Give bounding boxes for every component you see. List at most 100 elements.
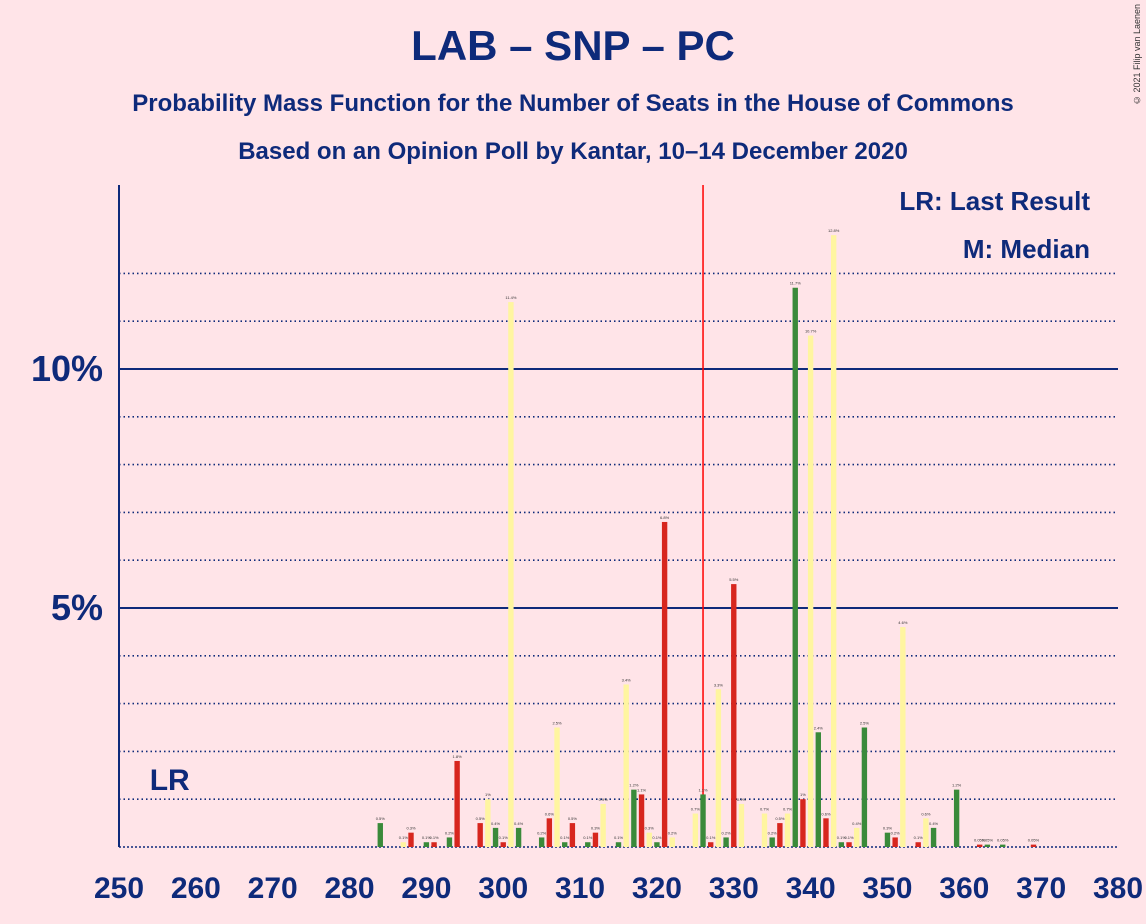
bar-value-label: 0.1% <box>837 835 847 840</box>
bar-red <box>708 842 714 847</box>
bar-yellow <box>900 627 906 847</box>
bar-value-label: 0.6% <box>545 811 555 816</box>
bar-value-label: 0.5% <box>376 816 386 821</box>
bar-yellow <box>784 813 791 847</box>
bar-value-label: 0.4% <box>929 821 939 826</box>
bar-green <box>515 827 522 847</box>
bar-value-label: 0.7% <box>691 807 701 812</box>
bar-red <box>800 799 806 847</box>
bar-green <box>492 827 499 847</box>
bar-value-label: 2.5% <box>552 721 562 726</box>
bar-yellow <box>485 799 491 847</box>
bar-value-label: 0.2% <box>537 830 547 835</box>
bar-green <box>815 732 821 847</box>
bar-red <box>661 521 668 847</box>
bar-value-label: 1.8% <box>453 754 463 759</box>
x-tick-label: 320 <box>632 872 682 905</box>
bar-value-label: 0.2% <box>891 830 901 835</box>
x-tick-label: 340 <box>786 872 836 905</box>
bar-yellow <box>715 689 722 847</box>
bar-value-label: 0.1% <box>583 835 593 840</box>
bar-green <box>792 287 798 847</box>
bar-red <box>638 794 645 847</box>
bar-value-label: 1.2% <box>952 783 962 788</box>
bar-value-label: 0.3% <box>645 826 655 831</box>
legend-last-result: LR: Last Result <box>899 186 1090 216</box>
bar-value-label: 5.5% <box>729 577 739 582</box>
bar-green <box>1000 844 1006 847</box>
bar-red <box>1030 844 1037 847</box>
chart-subtitle: Probability Mass Function for the Number… <box>132 90 1014 117</box>
bar-yellow <box>761 813 768 847</box>
bar-yellow <box>923 818 929 847</box>
bar-value-label: 12.8% <box>828 228 840 233</box>
bar-value-label: 0.1% <box>430 835 440 840</box>
bar-red <box>454 760 460 847</box>
bar-green <box>930 827 937 847</box>
bar-value-label: 0.7% <box>760 807 770 812</box>
bar-value-label: 0.4% <box>852 821 862 826</box>
bar-value-label: 0.05% <box>982 838 994 843</box>
bar-yellow <box>600 803 606 847</box>
bar-yellow <box>669 837 675 847</box>
x-tick-label: 270 <box>248 872 298 905</box>
x-tick-label: 300 <box>478 872 528 905</box>
bar-value-label: 0.05% <box>997 838 1009 843</box>
bar-value-label: 0.1% <box>422 835 432 840</box>
bar-green <box>723 837 729 847</box>
y-tick-label: 10% <box>31 348 103 389</box>
bar-value-label: 0.1% <box>614 835 624 840</box>
x-tick-label: 280 <box>325 872 375 905</box>
y-tick-label: 5% <box>51 587 103 628</box>
bar-yellow <box>854 827 860 847</box>
bar-red <box>477 823 483 847</box>
bar-value-label: 10.7% <box>805 329 817 334</box>
bar-value-label: 0.2% <box>668 830 678 835</box>
x-tick-label: 350 <box>862 872 912 905</box>
bar-value-label: 2.5% <box>860 721 870 726</box>
bar-value-label: 0.5% <box>476 816 486 821</box>
bar-green <box>562 842 568 847</box>
bar-value-label: 0.5% <box>775 816 785 821</box>
bar-value-label: 11.4% <box>505 295 516 300</box>
bar-value-label: 1.2% <box>629 783 639 788</box>
bar-value-label: 0.1% <box>560 835 570 840</box>
chart-title: LAB – SNP – PC <box>411 22 735 69</box>
bar-red <box>915 842 921 847</box>
x-tick-label: 260 <box>171 872 221 905</box>
bar-value-label: 0.2% <box>445 830 455 835</box>
bar-green <box>654 842 660 847</box>
bar-red <box>777 823 783 847</box>
bar-value-label: 0.7% <box>783 807 793 812</box>
bar-value-label: 0.4% <box>514 821 524 826</box>
x-tick-label: 310 <box>555 872 605 905</box>
bar-value-label: 0.05% <box>1028 838 1040 843</box>
bar-red <box>546 818 553 847</box>
bar-value-label: 3.3% <box>714 682 724 687</box>
bar-green <box>446 837 453 847</box>
bar-yellow <box>692 813 699 847</box>
bar-yellow <box>646 832 652 847</box>
bar-value-label: 0.9% <box>599 797 609 802</box>
bar-value-label: 1.1% <box>698 787 708 792</box>
bar-green <box>377 823 383 847</box>
bar-value-label: 6.8% <box>660 515 670 520</box>
bar-value-label: 0.9% <box>737 797 747 802</box>
x-tick-label: 380 <box>1093 872 1143 905</box>
bar-green <box>953 789 960 847</box>
x-tick-label: 330 <box>709 872 759 905</box>
bar-value-label: 0.05% <box>974 838 986 843</box>
bar-green <box>984 844 991 847</box>
bar-red <box>892 837 898 847</box>
bar-red <box>823 818 829 847</box>
last-result-label: LR <box>150 764 190 797</box>
bar-value-label: 0.4% <box>491 821 501 826</box>
bar-green <box>884 832 891 847</box>
bar-value-label: 0.3% <box>591 826 601 831</box>
bar-value-label: 0.6% <box>921 811 931 816</box>
bar-value-label: 4.6% <box>898 620 908 625</box>
bar-value-label: 0.1% <box>914 835 924 840</box>
bar-yellow <box>830 235 837 847</box>
bar-green <box>423 842 430 847</box>
